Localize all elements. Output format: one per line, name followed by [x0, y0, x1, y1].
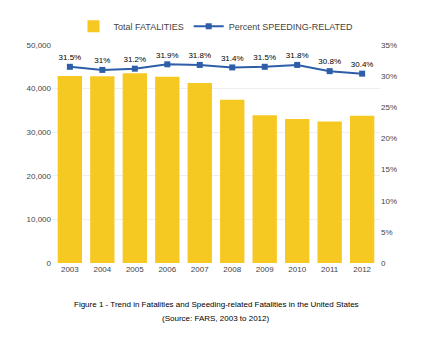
svg-text:31%: 31% — [94, 56, 110, 65]
svg-text:2009: 2009 — [256, 265, 274, 274]
svg-text:2005: 2005 — [126, 265, 144, 274]
svg-text:30.4%: 30.4% — [351, 60, 374, 69]
svg-text:(Source: FARS, 2003 to 2012): (Source: FARS, 2003 to 2012) — [162, 314, 270, 323]
svg-text:31.8%: 31.8% — [286, 51, 309, 60]
svg-text:0: 0 — [47, 259, 52, 268]
svg-text:15%: 15% — [381, 165, 397, 174]
svg-text:10%: 10% — [381, 197, 397, 206]
svg-text:10,000: 10,000 — [27, 215, 52, 224]
svg-text:2007: 2007 — [191, 265, 209, 274]
svg-text:31.5%: 31.5% — [59, 53, 82, 62]
svg-text:31.4%: 31.4% — [221, 54, 244, 63]
svg-text:2004: 2004 — [93, 265, 111, 274]
svg-text:Total FATALITIES: Total FATALITIES — [114, 22, 184, 32]
svg-text:0: 0 — [381, 259, 386, 268]
svg-text:5%: 5% — [381, 228, 393, 237]
svg-text:2003: 2003 — [61, 265, 79, 274]
svg-text:40,000: 40,000 — [27, 84, 52, 93]
svg-text:20%: 20% — [381, 134, 397, 143]
svg-text:31.5%: 31.5% — [253, 53, 276, 62]
svg-text:2010: 2010 — [288, 265, 306, 274]
svg-text:Figure 1 - Trend in Fatalities: Figure 1 - Trend in Fatalities and Speed… — [74, 300, 359, 309]
svg-text:2011: 2011 — [321, 265, 339, 274]
svg-text:30%: 30% — [381, 72, 397, 81]
svg-text:31.9%: 31.9% — [156, 51, 179, 60]
svg-text:30,000: 30,000 — [27, 128, 52, 137]
svg-text:20,000: 20,000 — [27, 172, 52, 181]
svg-text:2006: 2006 — [158, 265, 176, 274]
svg-text:31.8%: 31.8% — [188, 51, 211, 60]
svg-text:50,000: 50,000 — [27, 41, 52, 50]
svg-text:30.8%: 30.8% — [318, 57, 341, 66]
svg-text:2008: 2008 — [223, 265, 241, 274]
svg-text:2012: 2012 — [353, 265, 371, 274]
svg-text:35%: 35% — [381, 41, 397, 50]
svg-text:25%: 25% — [381, 103, 397, 112]
svg-text:31.2%: 31.2% — [123, 55, 146, 64]
svg-text:Percent SPEEDING-RELATED: Percent SPEEDING-RELATED — [229, 22, 353, 32]
